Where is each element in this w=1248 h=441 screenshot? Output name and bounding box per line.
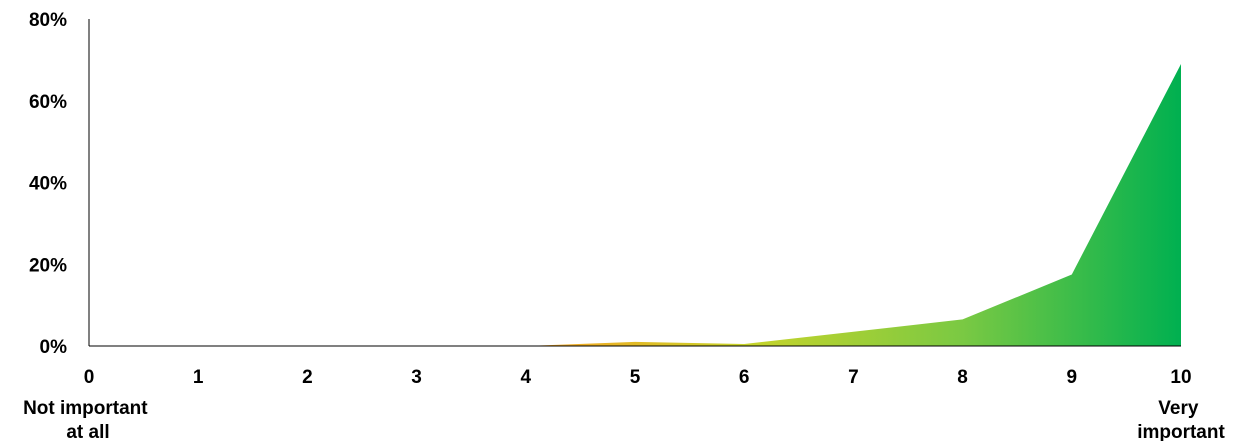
x-tick-label: 4	[521, 367, 532, 388]
x-tick-labels: 0 1 2 3 4 5 6 7 8 9 10	[84, 367, 1192, 388]
high-end-label-line-1: Very	[1158, 398, 1199, 419]
x-tick-label: 6	[739, 367, 750, 388]
x-tick-label: 5	[630, 367, 641, 388]
x-tick-label: 8	[957, 367, 968, 388]
x-tick-label: 0	[84, 367, 95, 388]
area-series	[89, 63, 1181, 347]
high-end-label: Very important	[1137, 398, 1225, 441]
y-tick-label: 0%	[40, 337, 68, 358]
y-tick-label: 80%	[29, 10, 67, 31]
x-tick-label: 3	[411, 367, 422, 388]
y-tick-label: 20%	[29, 255, 67, 276]
low-end-label-line-1: Not important	[23, 398, 148, 419]
low-end-label: Not important at all	[23, 398, 153, 441]
x-tick-label: 1	[193, 367, 204, 388]
x-tick-label: 10	[1170, 367, 1191, 388]
high-end-label-line-2: important	[1137, 422, 1225, 441]
area-layer	[89, 63, 1181, 347]
y-tick-label: 60%	[29, 92, 67, 113]
y-tick-label: 40%	[29, 174, 67, 195]
y-tick-labels: 0% 20% 40% 60% 80%	[29, 10, 67, 358]
x-tick-label: 9	[1067, 367, 1078, 388]
axes-layer	[88, 19, 1181, 347]
x-tick-label: 2	[302, 367, 313, 388]
x-tick-label: 7	[848, 367, 859, 388]
low-end-label-line-2: at all	[66, 422, 109, 441]
